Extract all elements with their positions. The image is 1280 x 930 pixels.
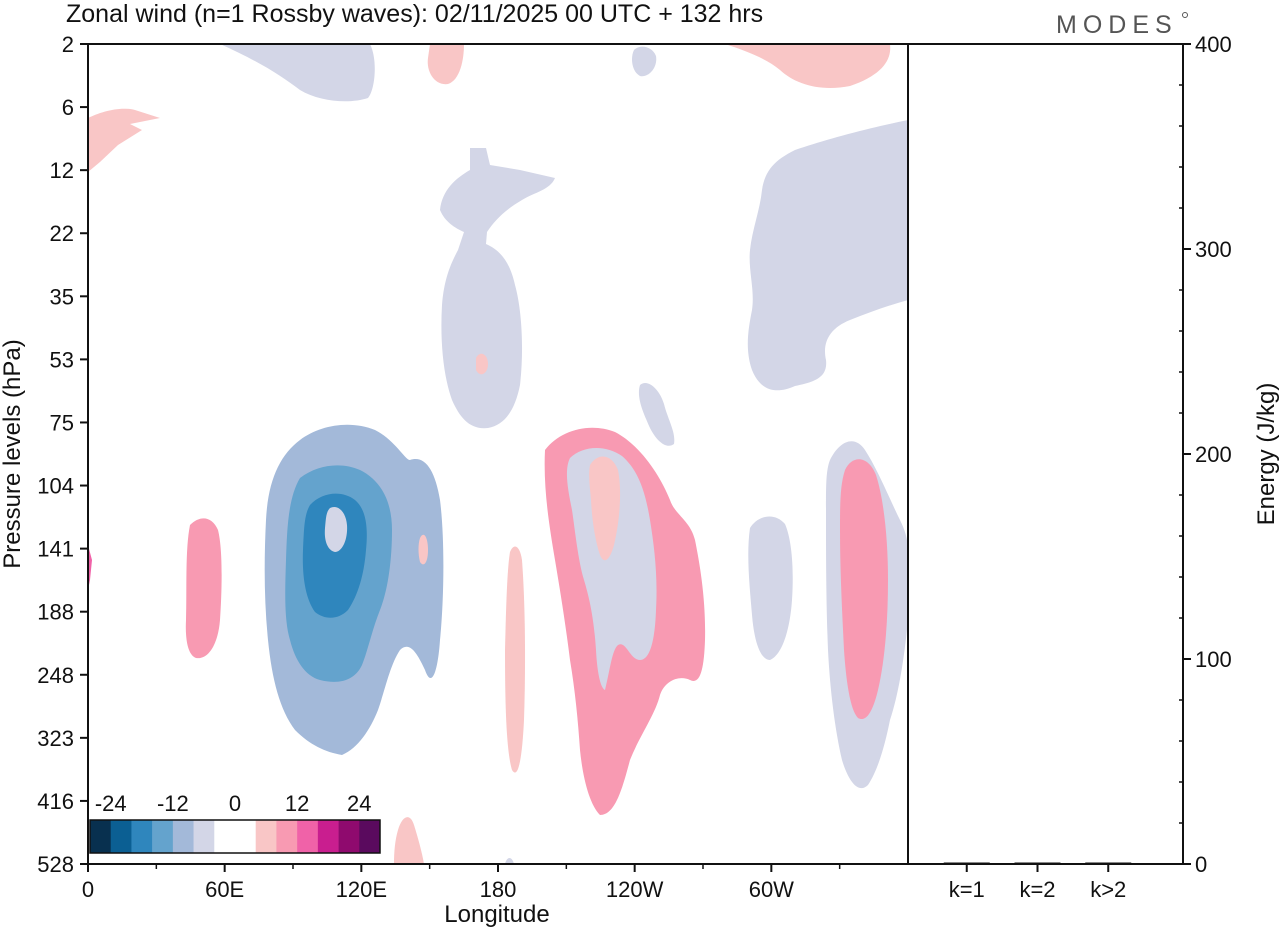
pressure-tick-label: 416 [37,789,74,814]
pressure-tick-label: 22 [50,221,74,246]
longitude-tick-label: 120E [336,877,387,902]
y-axis-label: Pressure levels (hPa) [0,339,26,568]
logo-registered-mark [1182,12,1188,18]
longitude-axis: 0 60E 120E 180 120W 60W [82,864,841,902]
pressure-tick-label: 6 [62,95,74,120]
neg-region-low-4 [302,493,367,618]
pressure-axis: 2 6 12 22 35 53 75 104 141 188 248 323 416 528 [37,32,88,877]
pressure-tick-label: 12 [50,158,74,183]
colorbar-swatch [297,820,319,853]
longitude-tick-label: 180 [480,877,517,902]
colorbar-swatch [152,820,174,853]
longitude-tick-label: 60W [749,877,794,902]
pressure-tick-label: 75 [50,410,74,435]
longitude-tick-label: 120W [606,877,664,902]
energy-bar [1085,862,1132,864]
colorbar-frame [89,819,381,854]
colorbar-swatch [317,820,339,853]
longitude-tick-label: 60E [205,877,244,902]
colorbar-swatch [276,820,298,853]
neg-region-mid-2 [638,382,675,446]
pressure-tick-label: 2 [62,32,74,57]
modes-logo: MODES [1056,11,1178,39]
y2-axis-label: Energy (J/kg) [1253,383,1280,526]
contour-field [88,44,908,864]
colorbar-label: 12 [285,791,309,816]
pressure-tick-label: 53 [50,347,74,372]
energy-tick-label: 400 [1195,32,1232,57]
colorbar-swatch [90,820,112,853]
pressure-tick-label: 323 [37,726,74,751]
neg-region-upper-2 [632,46,657,77]
x-axis-label: Longitude [444,901,549,928]
colorbar-label: -24 [95,791,127,816]
colorbar-swatch [193,820,215,853]
colorbar-label: -12 [157,791,189,816]
neg-region-low-5 [566,447,657,690]
colorbar-swatch [359,820,381,853]
colorbar-swatch [338,820,360,853]
energy-bar-label: k>2 [1090,877,1126,902]
pressure-tick-label: 35 [50,284,74,309]
colorbar-swatch [110,820,132,853]
pos-region-upper-3 [88,108,160,172]
colorbar-swatch [255,820,277,853]
pos-region-upper-1 [427,44,464,85]
colorbar-label: 0 [229,791,241,816]
colorbar [86,786,384,858]
pos-region-low-4 [505,546,526,773]
energy-tick-label: 100 [1195,647,1232,672]
neg-region-mid-1 [440,148,555,429]
energy-bar [943,862,990,864]
energy-bar [1014,862,1061,864]
energy-bar-label: k=1 [949,877,985,902]
pressure-tick-label: 248 [37,663,74,688]
energy-bar-label: k=2 [1019,877,1055,902]
pos-region-low-6 [589,456,621,561]
pos-region-right [476,353,488,375]
colorbar-swatch [235,820,257,853]
neg-region-small [324,506,348,552]
energy-tick-label: 200 [1195,442,1232,467]
pos-region-upper-2 [725,44,891,89]
energy-tick-label: 0 [1195,852,1207,877]
colorbar-labels: -24 -12 0 12 24 [95,791,372,816]
pressure-tick-label: 188 [37,600,74,625]
chart-title: Zonal wind (n=1 Rossby waves): 02/11/202… [66,0,763,28]
pos-region-low-1 [418,534,428,565]
colorbar-swatch [172,820,194,853]
energy-axis: 0 100 200 300 400 [1179,32,1232,877]
pressure-tick-label: 104 [37,474,74,499]
colorbar-swatch [131,820,153,853]
neg-region-low-1 [747,120,908,391]
pos-region-low-2 [185,518,222,659]
pressure-tick-label: 528 [37,852,74,877]
neg-region-upper-1 [220,44,375,102]
pressure-tick-label: 141 [37,537,74,562]
longitude-tick-label: 0 [82,877,94,902]
energy-bars: k=1 k=2 k>2 [943,862,1132,902]
colorbar-swatch [214,820,236,853]
energy-tick-label: 300 [1195,237,1232,262]
colorbar-label: 24 [347,791,371,816]
